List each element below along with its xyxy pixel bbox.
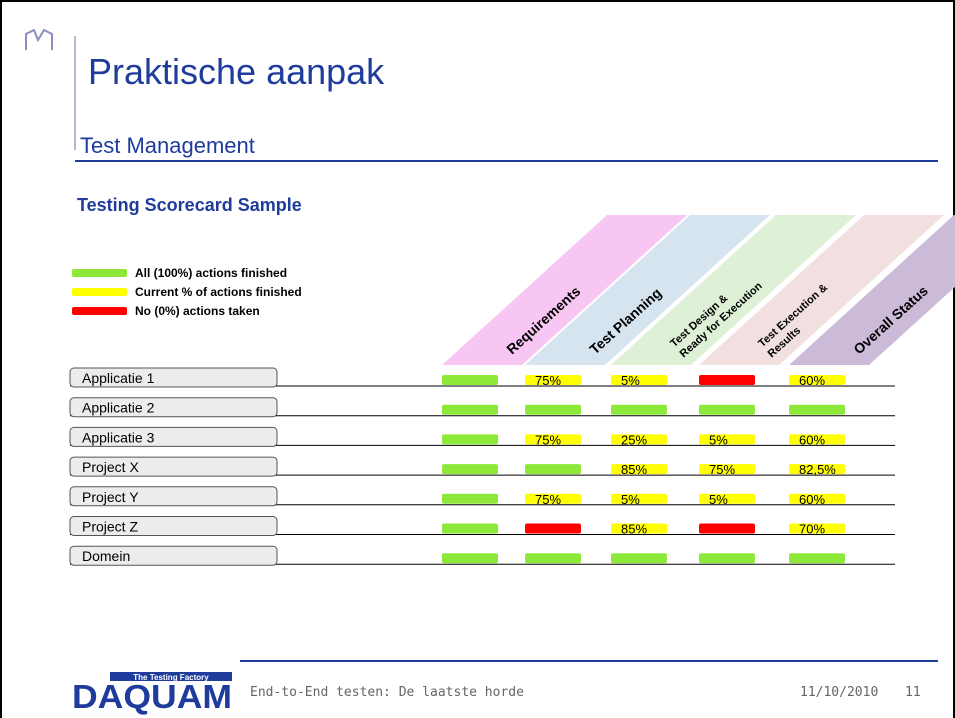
status-text: 60% bbox=[799, 373, 825, 388]
status-cell bbox=[789, 523, 845, 534]
status-cell bbox=[442, 523, 498, 534]
status-text: 70% bbox=[799, 522, 825, 537]
status-cell bbox=[442, 553, 498, 564]
status-text: 5% bbox=[709, 432, 728, 447]
legend-swatch bbox=[72, 269, 127, 277]
status-text: 75% bbox=[709, 462, 735, 477]
status-cell bbox=[789, 404, 845, 415]
row-label: Project Z bbox=[82, 519, 138, 535]
section-title: Testing Scorecard Sample bbox=[77, 195, 302, 215]
legend-swatch bbox=[72, 288, 127, 296]
legend-text: No (0%) actions taken bbox=[135, 304, 260, 318]
column-header-band bbox=[442, 215, 687, 365]
status-text: 85% bbox=[621, 522, 647, 537]
status-cell bbox=[789, 553, 845, 564]
logo-band bbox=[110, 672, 232, 681]
status-cell bbox=[525, 464, 581, 475]
row-label-box bbox=[69, 486, 278, 507]
status-text: 5% bbox=[621, 492, 640, 507]
legend-text: Current % of actions finished bbox=[135, 285, 302, 299]
status-text: 82,5% bbox=[799, 462, 836, 477]
status-cell bbox=[525, 375, 581, 385]
row-label: Applicatie 2 bbox=[82, 400, 155, 416]
status-cell bbox=[699, 553, 755, 564]
status-cell bbox=[442, 404, 498, 415]
row-label: Domein bbox=[82, 548, 130, 564]
row-label-box bbox=[69, 516, 278, 536]
status-cell bbox=[789, 375, 845, 385]
row-label: Applicatie 1 bbox=[82, 370, 155, 386]
status-cell bbox=[442, 464, 498, 475]
status-cell bbox=[611, 553, 667, 564]
status-cell bbox=[789, 493, 845, 504]
status-cell bbox=[525, 404, 581, 415]
row-label-box bbox=[69, 426, 278, 447]
status-cell bbox=[611, 464, 667, 475]
footer-text: End-to-End testen: De laatste horde bbox=[250, 685, 524, 700]
column-header-band bbox=[525, 215, 770, 365]
status-cell bbox=[525, 523, 581, 534]
status-text: 5% bbox=[621, 373, 640, 388]
legend-text: All (100%) actions finished bbox=[135, 266, 287, 280]
title: Praktische aanpak bbox=[88, 51, 385, 92]
row-label-box bbox=[69, 456, 278, 477]
status-cell bbox=[789, 434, 845, 445]
status-text: 25% bbox=[621, 432, 647, 447]
status-cell bbox=[611, 375, 667, 385]
logo-text: DAQUAM bbox=[72, 678, 232, 715]
status-text: 75% bbox=[535, 373, 561, 388]
subtitle: Test Management bbox=[80, 133, 255, 158]
status-text: 75% bbox=[535, 432, 561, 447]
page-number: 11 bbox=[905, 685, 921, 700]
status-cell bbox=[611, 404, 667, 415]
status-text: 85% bbox=[621, 462, 647, 477]
footer-date: 11/10/2010 bbox=[800, 685, 878, 700]
status-cell bbox=[699, 523, 755, 534]
status-cell bbox=[699, 464, 755, 475]
status-cell bbox=[611, 493, 667, 504]
corner-logo bbox=[25, 28, 53, 50]
status-cell bbox=[699, 493, 755, 504]
row-label: Project Y bbox=[82, 489, 139, 505]
status-cell bbox=[442, 434, 498, 445]
status-text: 75% bbox=[535, 492, 561, 507]
status-cell bbox=[525, 434, 581, 445]
status-cell bbox=[611, 434, 667, 445]
status-cell bbox=[442, 375, 498, 385]
row-label: Project X bbox=[82, 459, 139, 475]
status-text: 60% bbox=[799, 492, 825, 507]
status-cell bbox=[699, 434, 755, 445]
status-cell bbox=[525, 493, 581, 504]
column-header-band bbox=[789, 215, 955, 365]
row-label: Applicatie 3 bbox=[82, 429, 155, 445]
status-text: 60% bbox=[799, 432, 825, 447]
logo-tagline: The Testing Factory bbox=[133, 673, 209, 682]
status-cell bbox=[611, 523, 667, 534]
status-cell bbox=[699, 375, 755, 385]
legend-swatch bbox=[72, 307, 127, 315]
row-label-box bbox=[69, 545, 278, 566]
status-cell bbox=[442, 493, 498, 504]
row-label-box bbox=[69, 397, 278, 418]
status-cell bbox=[789, 464, 845, 475]
status-cell bbox=[699, 404, 755, 415]
row-label-box bbox=[69, 367, 278, 388]
status-cell bbox=[525, 553, 581, 564]
column-header-band bbox=[699, 215, 944, 365]
status-text: 5% bbox=[709, 492, 728, 507]
column-header-band bbox=[611, 215, 856, 365]
